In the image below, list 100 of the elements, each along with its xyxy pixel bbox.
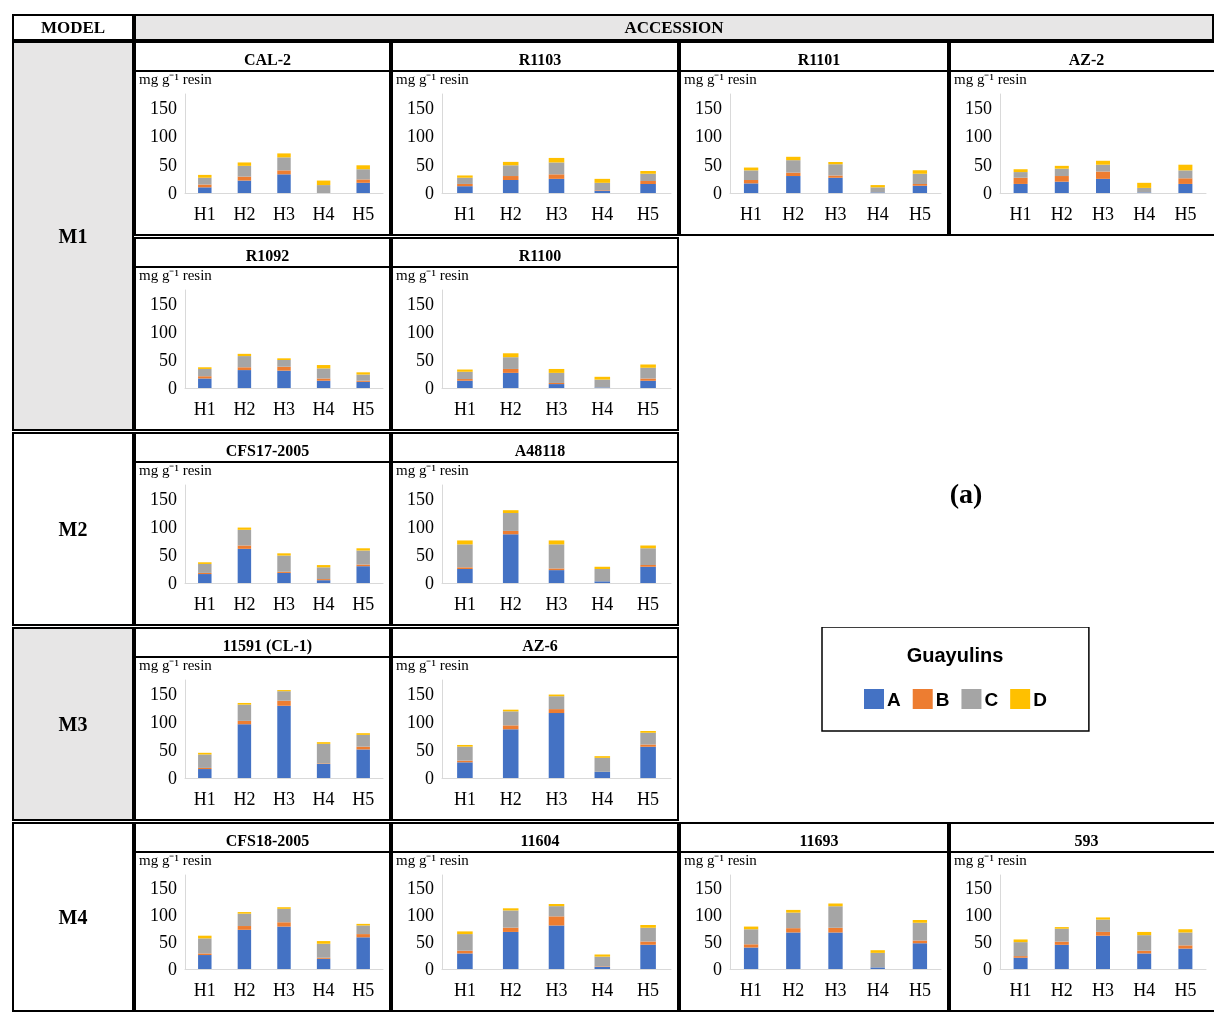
y-tick-label: 50 [416, 545, 434, 565]
y-tick-label: 100 [965, 905, 992, 926]
legend-label: D [1033, 688, 1047, 710]
chart-title: CFS18-2005 [225, 831, 310, 849]
x-tick-label: H2 [233, 594, 256, 614]
x-tick-label: H5 [352, 789, 375, 809]
y-tick-label: 100 [150, 905, 177, 926]
y-tick-label: 100 [150, 322, 177, 342]
y-axis-title: mg g⁻¹ resin [139, 851, 213, 868]
x-tick-label: H3 [1092, 980, 1114, 1000]
y-tick-label: 50 [704, 932, 722, 953]
x-tick-label: H4 [1133, 204, 1156, 224]
x-tick-label: H5 [352, 204, 375, 224]
y-tick-label: 100 [695, 126, 722, 147]
y-tick-label: 0 [168, 573, 177, 593]
y-tick-label: 50 [159, 545, 177, 565]
y-axis-title: mg g⁻¹ resin [396, 656, 470, 673]
legend-label: C [984, 688, 999, 710]
text: M3 [12, 627, 134, 821]
y-tick-label: 150 [407, 684, 434, 704]
text: MODEL [12, 14, 134, 41]
x-tick-label: H5 [352, 980, 375, 1000]
x-tick-label: H2 [233, 789, 256, 809]
x-tick-label: H1 [453, 789, 476, 809]
y-tick-label: 50 [704, 154, 722, 175]
x-tick-label: H1 [740, 204, 763, 224]
x-tick-label: H1 [453, 399, 476, 419]
y-tick-label: 150 [150, 684, 177, 704]
x-tick-label: H3 [545, 789, 568, 809]
x-tick-label: H5 [637, 204, 660, 224]
y-tick-label: 150 [695, 98, 722, 119]
y-axis-title: mg g⁻¹ resin [396, 70, 470, 87]
y-axis-title: mg g⁻¹ resin [396, 851, 470, 868]
chart-title: AZ-2 [1068, 50, 1105, 68]
y-tick-label: 0 [425, 183, 434, 203]
y-tick-label: 150 [150, 98, 177, 119]
x-tick-label: H4 [312, 980, 335, 1000]
x-tick-label: H3 [273, 594, 295, 614]
x-tick-label: H3 [273, 980, 295, 1000]
x-tick-label: H2 [233, 399, 256, 419]
legend-label: A [887, 688, 901, 710]
chart-title: R1100 [518, 246, 562, 264]
x-tick-label: H1 [453, 204, 476, 224]
text: ACCESSION [134, 14, 1214, 41]
y-tick-label: 150 [965, 878, 992, 899]
y-axis-title: mg g⁻¹ resin [954, 70, 1028, 87]
x-tick-label: H5 [1174, 980, 1197, 1000]
x-tick-label: H5 [637, 399, 660, 419]
x-tick-label: H5 [1174, 204, 1197, 224]
x-tick-label: H5 [637, 594, 660, 614]
x-tick-label: H5 [352, 594, 375, 614]
x-tick-label: H2 [1050, 980, 1073, 1000]
y-axis-title: mg g⁻¹ resin [396, 461, 470, 478]
x-tick-label: H2 [499, 594, 522, 614]
chart-title: CAL-2 [243, 50, 292, 68]
x-tick-label: H1 [740, 980, 763, 1000]
y-tick-label: 150 [150, 878, 177, 899]
x-tick-label: H5 [637, 789, 660, 809]
y-tick-label: 0 [168, 378, 177, 398]
y-tick-label: 150 [407, 294, 434, 314]
y-tick-label: 0 [713, 959, 722, 979]
y-tick-label: 50 [159, 154, 177, 175]
x-tick-label: H5 [352, 399, 375, 419]
x-tick-label: H1 [1009, 204, 1032, 224]
x-tick-label: H3 [824, 204, 847, 224]
x-tick-label: H4 [312, 399, 335, 419]
y-tick-label: 100 [407, 905, 434, 926]
x-tick-label: H4 [866, 980, 889, 1000]
x-tick-label: H1 [1009, 980, 1032, 1000]
y-tick-label: 100 [407, 712, 434, 732]
x-tick-label: H5 [908, 204, 931, 224]
x-tick-label: H3 [273, 789, 295, 809]
y-axis-title: mg g⁻¹ resin [139, 461, 213, 478]
x-tick-label: H4 [312, 204, 335, 224]
legend-title: Guayulins [906, 644, 1004, 666]
y-tick-label: 100 [150, 517, 177, 537]
x-tick-label: H3 [545, 594, 568, 614]
text: M1 [12, 41, 134, 431]
x-tick-label: H3 [545, 204, 568, 224]
text: M2 [12, 432, 134, 626]
x-tick-label: H4 [312, 789, 335, 809]
y-tick-label: 0 [425, 959, 434, 979]
y-tick-label: 50 [159, 350, 177, 370]
x-tick-label: H4 [591, 594, 614, 614]
x-tick-label: H3 [273, 399, 295, 419]
y-tick-label: 100 [407, 517, 434, 537]
y-tick-label: 100 [407, 126, 434, 147]
y-tick-label: 0 [168, 183, 177, 203]
y-axis-title: mg g⁻¹ resin [139, 70, 213, 87]
y-tick-label: 100 [965, 126, 992, 147]
x-tick-label: H4 [591, 204, 614, 224]
x-tick-label: H3 [273, 204, 295, 224]
y-tick-label: 50 [974, 932, 992, 953]
x-tick-label: H2 [499, 204, 522, 224]
y-tick-label: 0 [983, 959, 992, 979]
x-tick-label: H1 [193, 789, 216, 809]
x-tick-label: H2 [782, 980, 805, 1000]
y-axis-title: mg g⁻¹ resin [684, 851, 758, 868]
y-tick-label: 50 [159, 740, 177, 760]
y-tick-label: 100 [150, 126, 177, 147]
